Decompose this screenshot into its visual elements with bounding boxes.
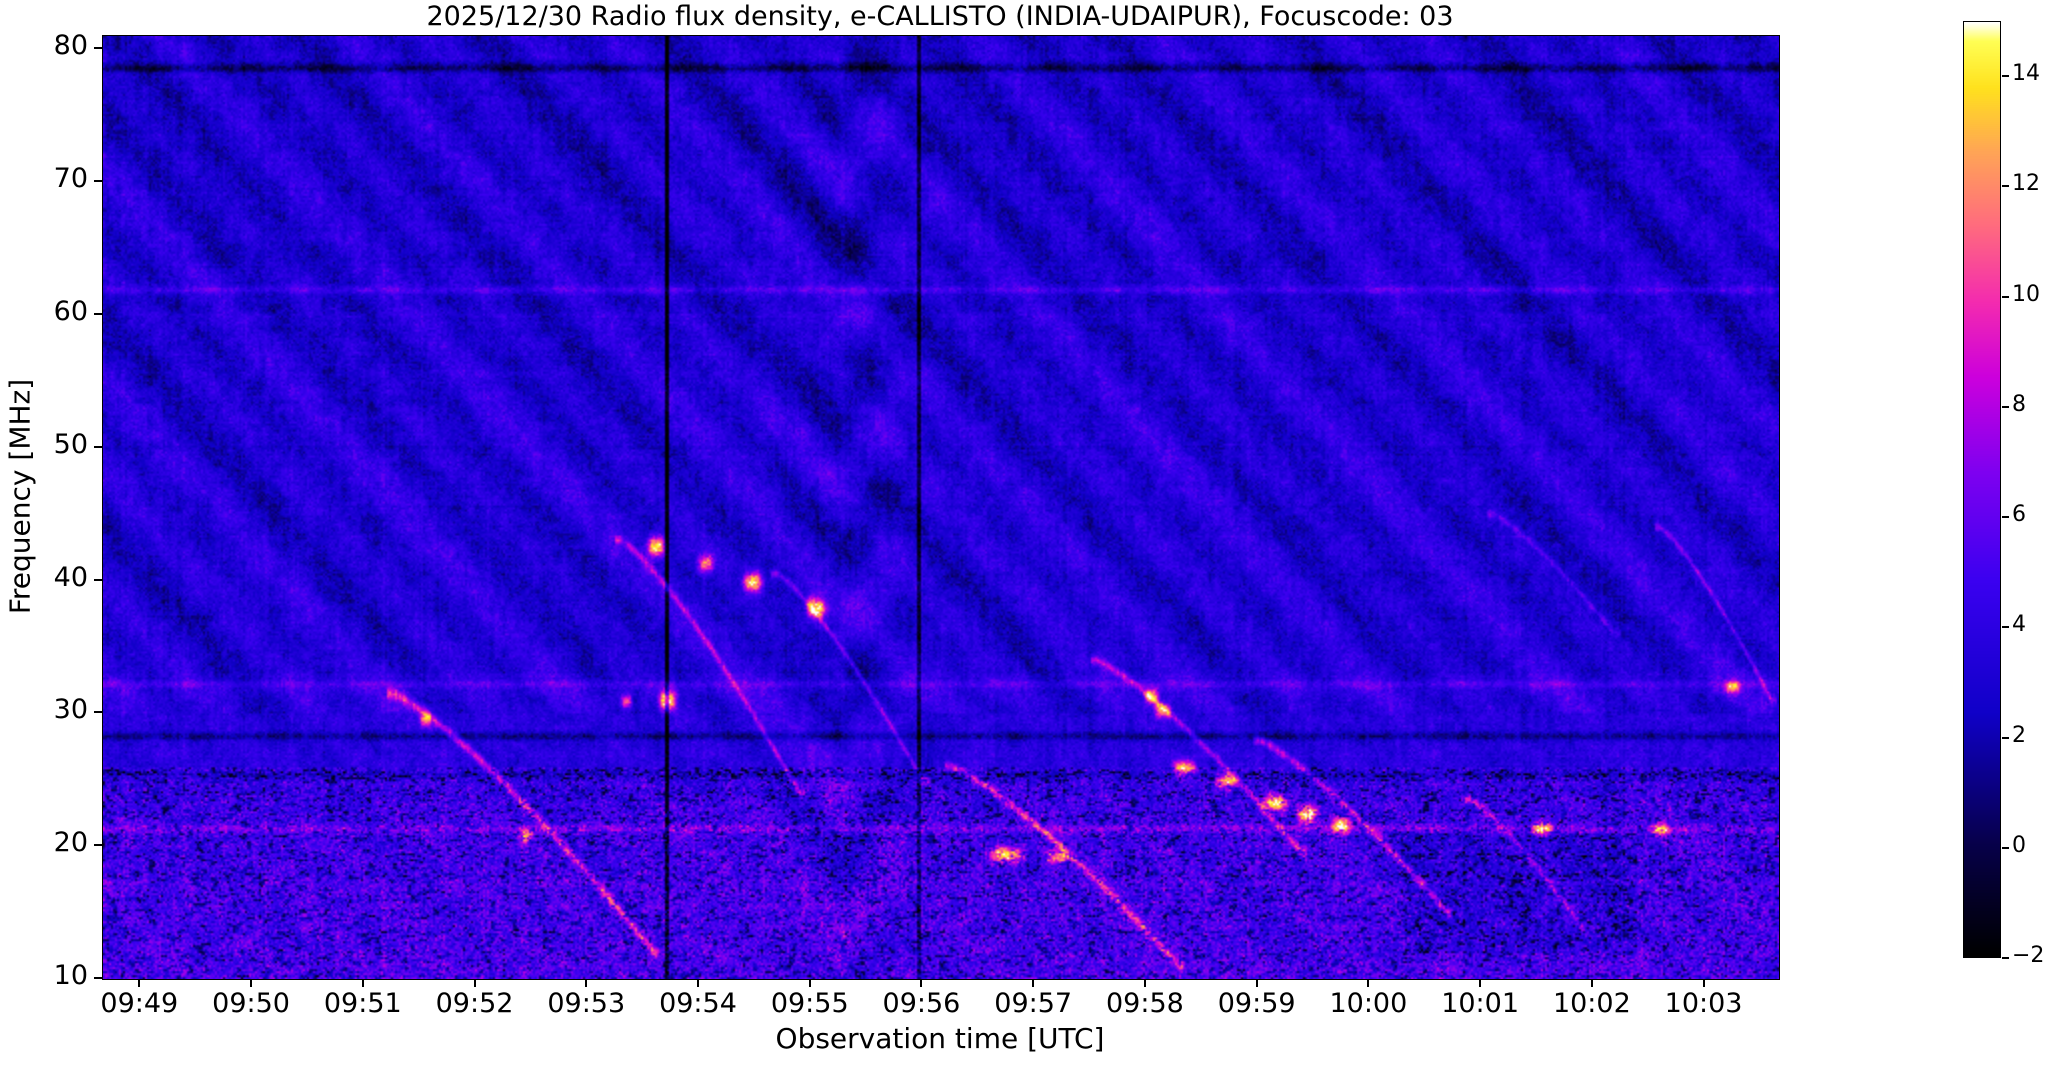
x-tick-label: 09:56 xyxy=(882,988,961,1019)
x-tick-label: 10:02 xyxy=(1552,988,1631,1019)
x-tick-mark xyxy=(1702,979,1705,987)
x-tick-mark xyxy=(585,979,588,987)
colorbar-tick-mark xyxy=(2002,405,2009,408)
x-tick-label: 10:00 xyxy=(1329,988,1408,1019)
colorbar-tick-label: 12 xyxy=(2012,171,2040,197)
y-tick-mark xyxy=(94,180,102,183)
x-tick-mark xyxy=(1143,979,1146,987)
colorbar-tick-label: 14 xyxy=(2012,61,2040,87)
y-tick-mark xyxy=(94,977,102,979)
y-tick-mark xyxy=(94,445,102,448)
x-tick-mark xyxy=(808,979,811,987)
y-tick-mark xyxy=(94,47,102,50)
colorbar-tick-label: 4 xyxy=(2012,612,2026,638)
x-tick-label: 09:55 xyxy=(770,988,849,1019)
x-tick-label: 09:50 xyxy=(212,988,290,1019)
x-tick-label: 09:51 xyxy=(323,988,402,1019)
x-tick-label: 09:58 xyxy=(1106,988,1184,1019)
y-tick-mark xyxy=(94,844,102,847)
x-tick-mark xyxy=(250,979,253,987)
x-tick-mark xyxy=(1367,979,1370,987)
y-tick-mark xyxy=(94,312,102,315)
y-tick-label: 70 xyxy=(53,163,88,195)
colorbar-tick-mark xyxy=(2002,957,2009,959)
x-tick-label: 09:59 xyxy=(1217,988,1296,1019)
x-tick-mark xyxy=(1032,979,1035,987)
x-tick-mark xyxy=(1255,979,1258,987)
colorbar-tick-label: 10 xyxy=(2012,281,2040,307)
colorbar-gradient xyxy=(1963,21,2001,958)
x-tick-mark xyxy=(1590,979,1593,987)
x-tick-label: 09:53 xyxy=(547,988,626,1019)
x-tick-label: 10:03 xyxy=(1664,988,1743,1019)
colorbar-tick-mark xyxy=(2002,75,2009,78)
colorbar-tick-mark xyxy=(2002,185,2009,188)
x-tick-mark xyxy=(920,979,923,987)
x-axis-label: Observation time [UTC] xyxy=(775,1022,1105,1055)
page-title: 2025/12/30 Radio flux density, e-CALLIST… xyxy=(426,1,1454,32)
colorbar-tick-mark xyxy=(2002,736,2009,739)
spectrogram-plot-area xyxy=(102,35,1780,980)
y-tick-label: 60 xyxy=(53,295,88,327)
colorbar xyxy=(1963,21,2001,958)
colorbar-tick-label: 0 xyxy=(2012,832,2026,858)
colorbar-tick-mark xyxy=(2002,846,2009,849)
y-tick-label: 40 xyxy=(53,561,88,593)
x-tick-mark xyxy=(473,979,476,987)
x-tick-mark xyxy=(1479,979,1482,987)
y-axis-label: Frequency [MHz] xyxy=(3,378,37,615)
x-tick-label: 09:49 xyxy=(100,988,179,1019)
colorbar-tick-mark xyxy=(2002,516,2009,519)
x-tick-mark xyxy=(361,979,364,987)
x-tick-label: 09:54 xyxy=(659,988,737,1019)
y-tick-label: 10 xyxy=(53,960,88,991)
x-tick-label: 09:57 xyxy=(994,988,1073,1019)
y-tick-label: 20 xyxy=(53,827,88,859)
y-tick-label: 80 xyxy=(53,30,88,62)
spectrogram-image xyxy=(103,36,1779,979)
x-tick-label: 10:01 xyxy=(1441,988,1520,1019)
colorbar-tick-mark xyxy=(2002,626,2009,629)
x-tick-mark xyxy=(696,979,699,987)
colorbar-tick-label: 2 xyxy=(2012,722,2026,748)
y-tick-mark xyxy=(94,578,102,581)
y-tick-label: 30 xyxy=(53,694,88,726)
colorbar-tick-label: −2 xyxy=(2012,943,2045,968)
colorbar-tick-label: 6 xyxy=(2012,502,2026,528)
y-tick-label: 50 xyxy=(53,428,88,460)
colorbar-tick-label: 8 xyxy=(2012,391,2026,417)
x-tick-label: 09:52 xyxy=(435,988,514,1019)
y-tick-mark xyxy=(94,711,102,714)
x-tick-mark xyxy=(138,979,141,987)
colorbar-tick-mark xyxy=(2002,295,2009,298)
